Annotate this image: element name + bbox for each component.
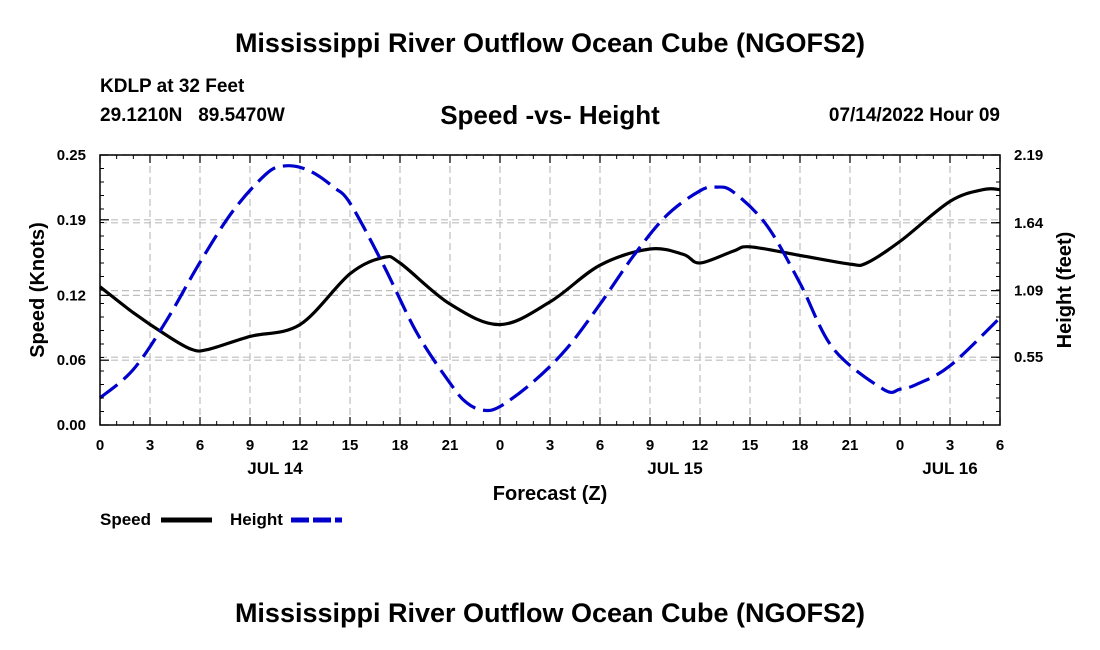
- date-label: JUL 14: [247, 459, 303, 478]
- station-label: KDLP at 32 Feet: [100, 76, 245, 97]
- y-axis-label: Speed (Knots): [27, 222, 49, 358]
- y2-tick-label: 1.64: [1014, 215, 1044, 232]
- y2-axis-label: Height (feet): [1054, 232, 1076, 349]
- y2-tick-label: 0.55: [1014, 349, 1043, 366]
- x-tick-label: 18: [792, 437, 809, 454]
- series-layer: [98, 164, 1002, 413]
- x-tick-label: 3: [146, 437, 154, 454]
- x-tick-label: 21: [842, 437, 859, 454]
- legend-height-label: Height: [230, 510, 283, 529]
- x-tick-label: 9: [246, 437, 254, 454]
- x-tick-label: 9: [646, 437, 654, 454]
- bottom-title: Mississippi River Outflow Ocean Cube (NG…: [234, 598, 866, 628]
- axes: 0 3 6 9 12 15 18 21 0 3 6 9 12 15 18 21 0 3 6 JUL 14 JUL 15 J…: [57, 147, 1044, 478]
- y-tick-label: 0.06: [57, 352, 86, 369]
- y-tick-label: 0.25: [57, 147, 86, 164]
- x-tick-label: 6: [996, 437, 1004, 454]
- main-title: Mississippi River Outflow Ocean Cube (NG…: [234, 28, 866, 58]
- y-tick-label: 0.12: [57, 287, 86, 304]
- x-tick-label: 18: [392, 437, 409, 454]
- date-label: JUL 16: [922, 459, 977, 478]
- x-tick-label: 0: [496, 437, 504, 454]
- y-tick-label: 0.00: [57, 417, 86, 434]
- grid: [100, 154, 1000, 425]
- x-tick-label: 0: [96, 437, 104, 454]
- x-tick-label: 12: [692, 437, 709, 454]
- y2-tick-label: 2.19: [1014, 147, 1043, 164]
- series-line-height: [98, 164, 1002, 413]
- x-tick-label: 0: [896, 437, 904, 454]
- y2-tick-label: 1.09: [1014, 283, 1043, 300]
- x-tick-label: 6: [596, 437, 604, 454]
- x-tick-label: 12: [292, 437, 309, 454]
- series-line-speed: [99, 187, 1001, 353]
- x-tick-label: 21: [442, 437, 459, 454]
- x-tick-label: 6: [196, 437, 204, 454]
- chart-title: Speed -vs- Height: [440, 100, 660, 130]
- legend-speed-label: Speed: [100, 510, 152, 529]
- x-tick-label: 15: [742, 437, 759, 454]
- y-tick-label: 0.19: [57, 212, 86, 229]
- datetime-label: 07/14/2022 Hour 09: [828, 105, 1000, 126]
- x-tick-label: 3: [546, 437, 554, 454]
- x-tick-label: 3: [946, 437, 954, 454]
- x-tick-label: 15: [342, 437, 359, 454]
- date-label: JUL 15: [647, 459, 702, 478]
- coordinates-label: 29.1210N 89.5470W: [100, 105, 285, 126]
- x-axis-label: Forecast (Z): [493, 483, 607, 505]
